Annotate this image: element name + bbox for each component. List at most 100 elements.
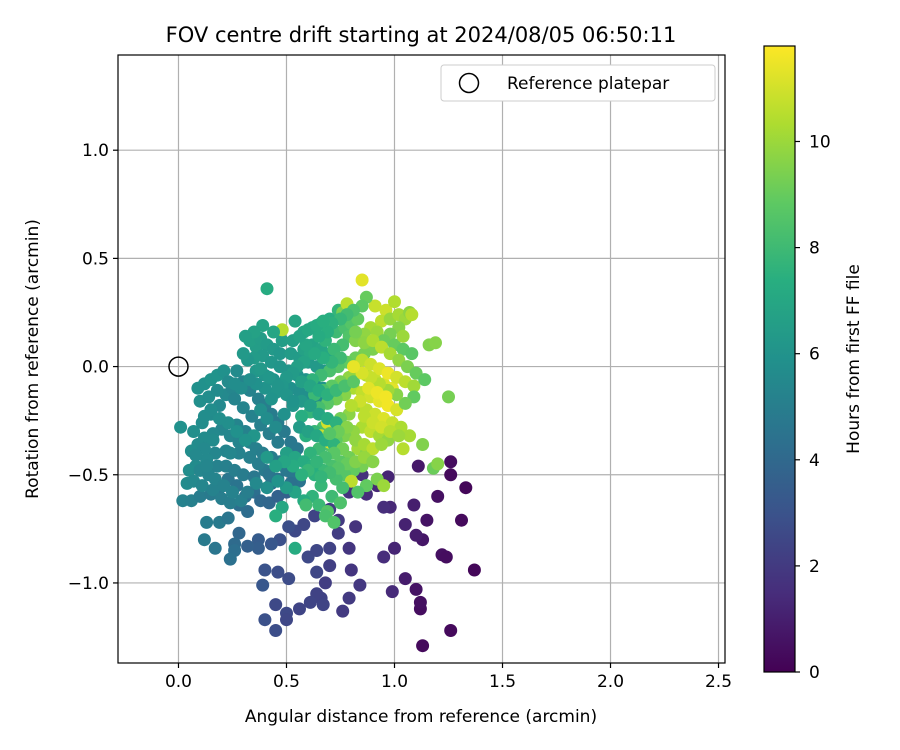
- data-point: [223, 496, 237, 510]
- reference-platepar-marker: [168, 356, 189, 377]
- data-point: [308, 509, 322, 523]
- data-point: [241, 485, 255, 499]
- data-point: [269, 459, 283, 473]
- data-point: [379, 390, 393, 404]
- data-point: [347, 360, 360, 374]
- data-point: [366, 455, 380, 469]
- data-point: [327, 515, 341, 529]
- data-point: [256, 578, 270, 592]
- data-point: [347, 375, 360, 389]
- data-point: [349, 325, 363, 339]
- data-point: [385, 585, 399, 599]
- data-point: [388, 541, 401, 555]
- data-point: [323, 427, 337, 441]
- data-point: [431, 489, 445, 503]
- data-point: [336, 481, 350, 495]
- data-point: [316, 598, 330, 612]
- data-point: [439, 550, 453, 564]
- data-point: [351, 485, 365, 499]
- data-point: [213, 412, 226, 425]
- data-point: [442, 390, 455, 404]
- colorbar-gradient: [763, 45, 796, 673]
- data-point: [236, 401, 250, 415]
- x-tick-label: 0.5: [273, 672, 300, 692]
- data-point: [226, 485, 239, 499]
- data-point: [260, 481, 274, 495]
- data-point: [377, 550, 391, 564]
- data-point: [260, 282, 274, 296]
- data-point: [230, 364, 244, 378]
- data-point: [318, 576, 332, 590]
- data-point: [416, 438, 430, 451]
- data-point: [282, 520, 296, 534]
- data-point: [444, 468, 458, 482]
- data-point: [398, 518, 412, 531]
- data-point: [455, 513, 468, 527]
- y-axis-ticks: −1.0 −0.5 0.0 0.5 1.0: [68, 141, 118, 594]
- data-point: [336, 604, 350, 618]
- data-point: [344, 399, 358, 412]
- data-point: [355, 273, 369, 287]
- data-point: [249, 476, 263, 490]
- data-point: [232, 526, 246, 540]
- data-point: [344, 563, 358, 577]
- data-point: [418, 373, 432, 387]
- data-point: [398, 572, 412, 586]
- data-point: [174, 420, 188, 434]
- colorbar-ticks: 0 2 4 6 8 10: [795, 132, 831, 683]
- data-point: [431, 457, 445, 471]
- data-point: [323, 541, 337, 555]
- data-point: [269, 624, 283, 637]
- data-point: [377, 500, 391, 514]
- data-point: [197, 409, 211, 423]
- data-point: [293, 602, 306, 616]
- data-point: [210, 383, 224, 397]
- plot-frame: [117, 54, 726, 664]
- data-point: [189, 448, 203, 462]
- data-point: [303, 595, 317, 609]
- data-point: [459, 481, 473, 495]
- data-point: [429, 336, 442, 350]
- data-point: [398, 396, 412, 410]
- data-point: [314, 470, 328, 484]
- data-point: [228, 377, 242, 391]
- data-point: [375, 438, 388, 451]
- data-point: [413, 595, 427, 609]
- data-point: [334, 496, 347, 510]
- data-point: [342, 541, 356, 555]
- data-point: [197, 533, 211, 547]
- y-tick-label: 0.0: [82, 358, 109, 378]
- y-tick-label: −0.5: [68, 466, 109, 486]
- data-point: [342, 591, 356, 605]
- data-point: [295, 409, 309, 423]
- data-point: [262, 370, 276, 384]
- data-point: [299, 498, 313, 512]
- data-point: [264, 537, 278, 551]
- data-point: [403, 429, 417, 443]
- data-points: [174, 273, 481, 653]
- data-point: [236, 468, 250, 482]
- data-point: [267, 325, 280, 339]
- data-point: [316, 314, 330, 328]
- data-point: [405, 308, 419, 322]
- data-point: [349, 520, 363, 534]
- data-point: [368, 299, 382, 313]
- data-point: [228, 392, 242, 406]
- data-point: [331, 526, 345, 540]
- data-point: [273, 347, 287, 361]
- data-point: [271, 379, 285, 393]
- colorbar-tick-label: 6: [809, 345, 820, 365]
- data-point: [223, 552, 237, 566]
- data-point: [467, 563, 481, 577]
- data-point: [288, 314, 302, 328]
- legend-box: [440, 64, 716, 102]
- data-point: [416, 639, 430, 653]
- data-point: [206, 433, 220, 447]
- data-point: [388, 295, 401, 309]
- x-tick-label: 2.5: [705, 672, 732, 692]
- data-point: [271, 435, 285, 449]
- x-tick-label: 1.5: [489, 672, 516, 692]
- y-axis-label: Rotation from reference (arcmin): [23, 219, 43, 499]
- data-point: [269, 420, 283, 434]
